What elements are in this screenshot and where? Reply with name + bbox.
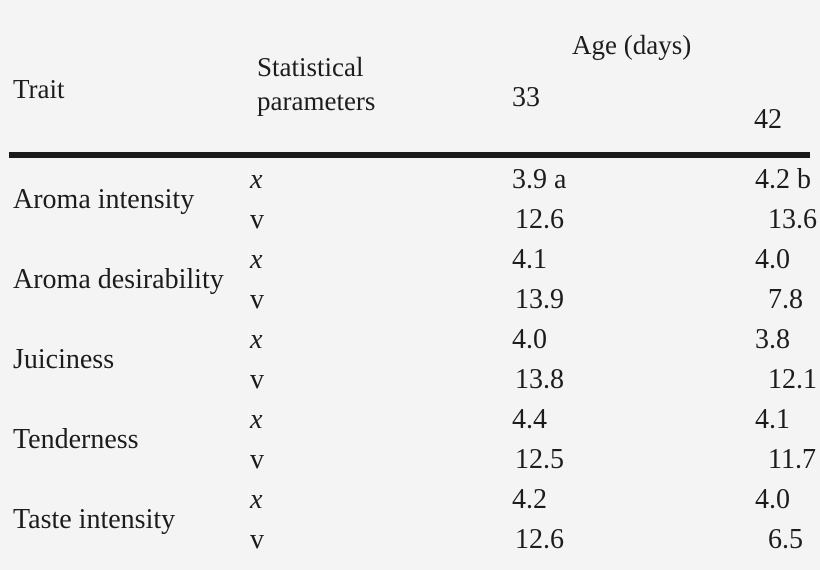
trait-label: Taste intensity	[13, 504, 176, 535]
value-cell: 4.4	[512, 404, 547, 435]
trait-label: Aroma intensity	[13, 184, 195, 215]
parameter-variation-label: v	[250, 284, 264, 315]
age-42-column: 4.0 6.5	[753, 480, 820, 560]
table-row: Juiciness x v 4.0 13.8 3.8 12.1	[0, 320, 820, 400]
value-cell: 11.7	[768, 444, 816, 475]
parameter-column: x v	[250, 240, 512, 320]
age-33-column: 3.9 a 12.6	[512, 160, 753, 240]
parameter-column: x v	[250, 160, 512, 240]
age-33-column: 4.4 12.5	[512, 400, 753, 480]
parameter-variation-label: v	[250, 524, 264, 555]
header-age-33: 33	[512, 82, 540, 113]
value-cell: 13.6	[768, 204, 817, 235]
age-42-column: 4.0 7.8	[753, 240, 820, 320]
parameter-column: x v	[250, 400, 512, 480]
value-cell: 4.1	[755, 404, 790, 435]
age-33-column: 4.2 12.6	[512, 480, 753, 560]
table-row: Aroma desirability x v 4.1 13.9 4.0 7.8	[0, 240, 820, 320]
value-cell: 4.1	[512, 244, 547, 275]
parameter-mean-label: x	[250, 404, 263, 435]
header-age-days: Age (days)	[572, 30, 692, 60]
value-cell: 4.0	[755, 244, 790, 275]
age-33-column: 4.0 13.8	[512, 320, 753, 400]
parameter-mean-label: x	[250, 484, 263, 515]
parameter-variation-label: v	[250, 204, 264, 235]
trait-label: Juiciness	[13, 344, 115, 375]
age-42-column: 4.1 11.7	[753, 400, 820, 480]
value-cell: 12.6	[515, 524, 564, 555]
parameter-mean-label: x	[250, 324, 263, 355]
table-row: Taste intensity x v 4.2 12.6 4.0 6.5	[0, 480, 820, 560]
trait-label: Tenderness	[13, 424, 139, 455]
age-42-column: 4.2 b 13.6	[753, 160, 820, 240]
header-statistical-parameters: Statistical parameters	[257, 52, 376, 116]
value-cell: 3.8	[755, 324, 790, 355]
trait-label: Aroma desirability	[13, 264, 224, 295]
parameter-variation-label: v	[250, 364, 264, 395]
value-cell: 6.5	[768, 524, 803, 555]
table-header: Trait Statistical parameters Age (days) …	[0, 0, 820, 160]
table-row: Tenderness x v 4.4 12.5 4.1 11.7	[0, 400, 820, 480]
header-age-42: 42	[754, 104, 782, 135]
table-row: Aroma intensity x v 3.9 a 12.6 4.2 b 13.…	[0, 160, 820, 240]
value-cell: 12.5	[515, 444, 564, 475]
parameter-column: x v	[250, 480, 512, 560]
parameter-mean-label: x	[250, 244, 263, 275]
value-cell: 4.2	[512, 484, 547, 515]
table-body: Aroma intensity x v 3.9 a 12.6 4.2 b 13.…	[0, 160, 820, 560]
value-cell: 3.9 a	[512, 164, 567, 195]
value-cell: 4.2 b	[755, 164, 811, 195]
parameter-column: x v	[250, 320, 512, 400]
header-divider-rule	[9, 152, 810, 158]
parameter-variation-label: v	[250, 444, 264, 475]
header-trait: Trait	[13, 74, 65, 104]
age-42-column: 3.8 12.1	[753, 320, 820, 400]
value-cell: 4.0	[512, 324, 547, 355]
value-cell: 13.8	[515, 364, 564, 395]
value-cell: 12.6	[515, 204, 564, 235]
value-cell: 4.0	[755, 484, 790, 515]
value-cell: 7.8	[768, 284, 803, 315]
age-33-column: 4.1 13.9	[512, 240, 753, 320]
value-cell: 12.1	[768, 364, 817, 395]
parameter-mean-label: x	[250, 164, 263, 195]
value-cell: 13.9	[515, 284, 564, 315]
